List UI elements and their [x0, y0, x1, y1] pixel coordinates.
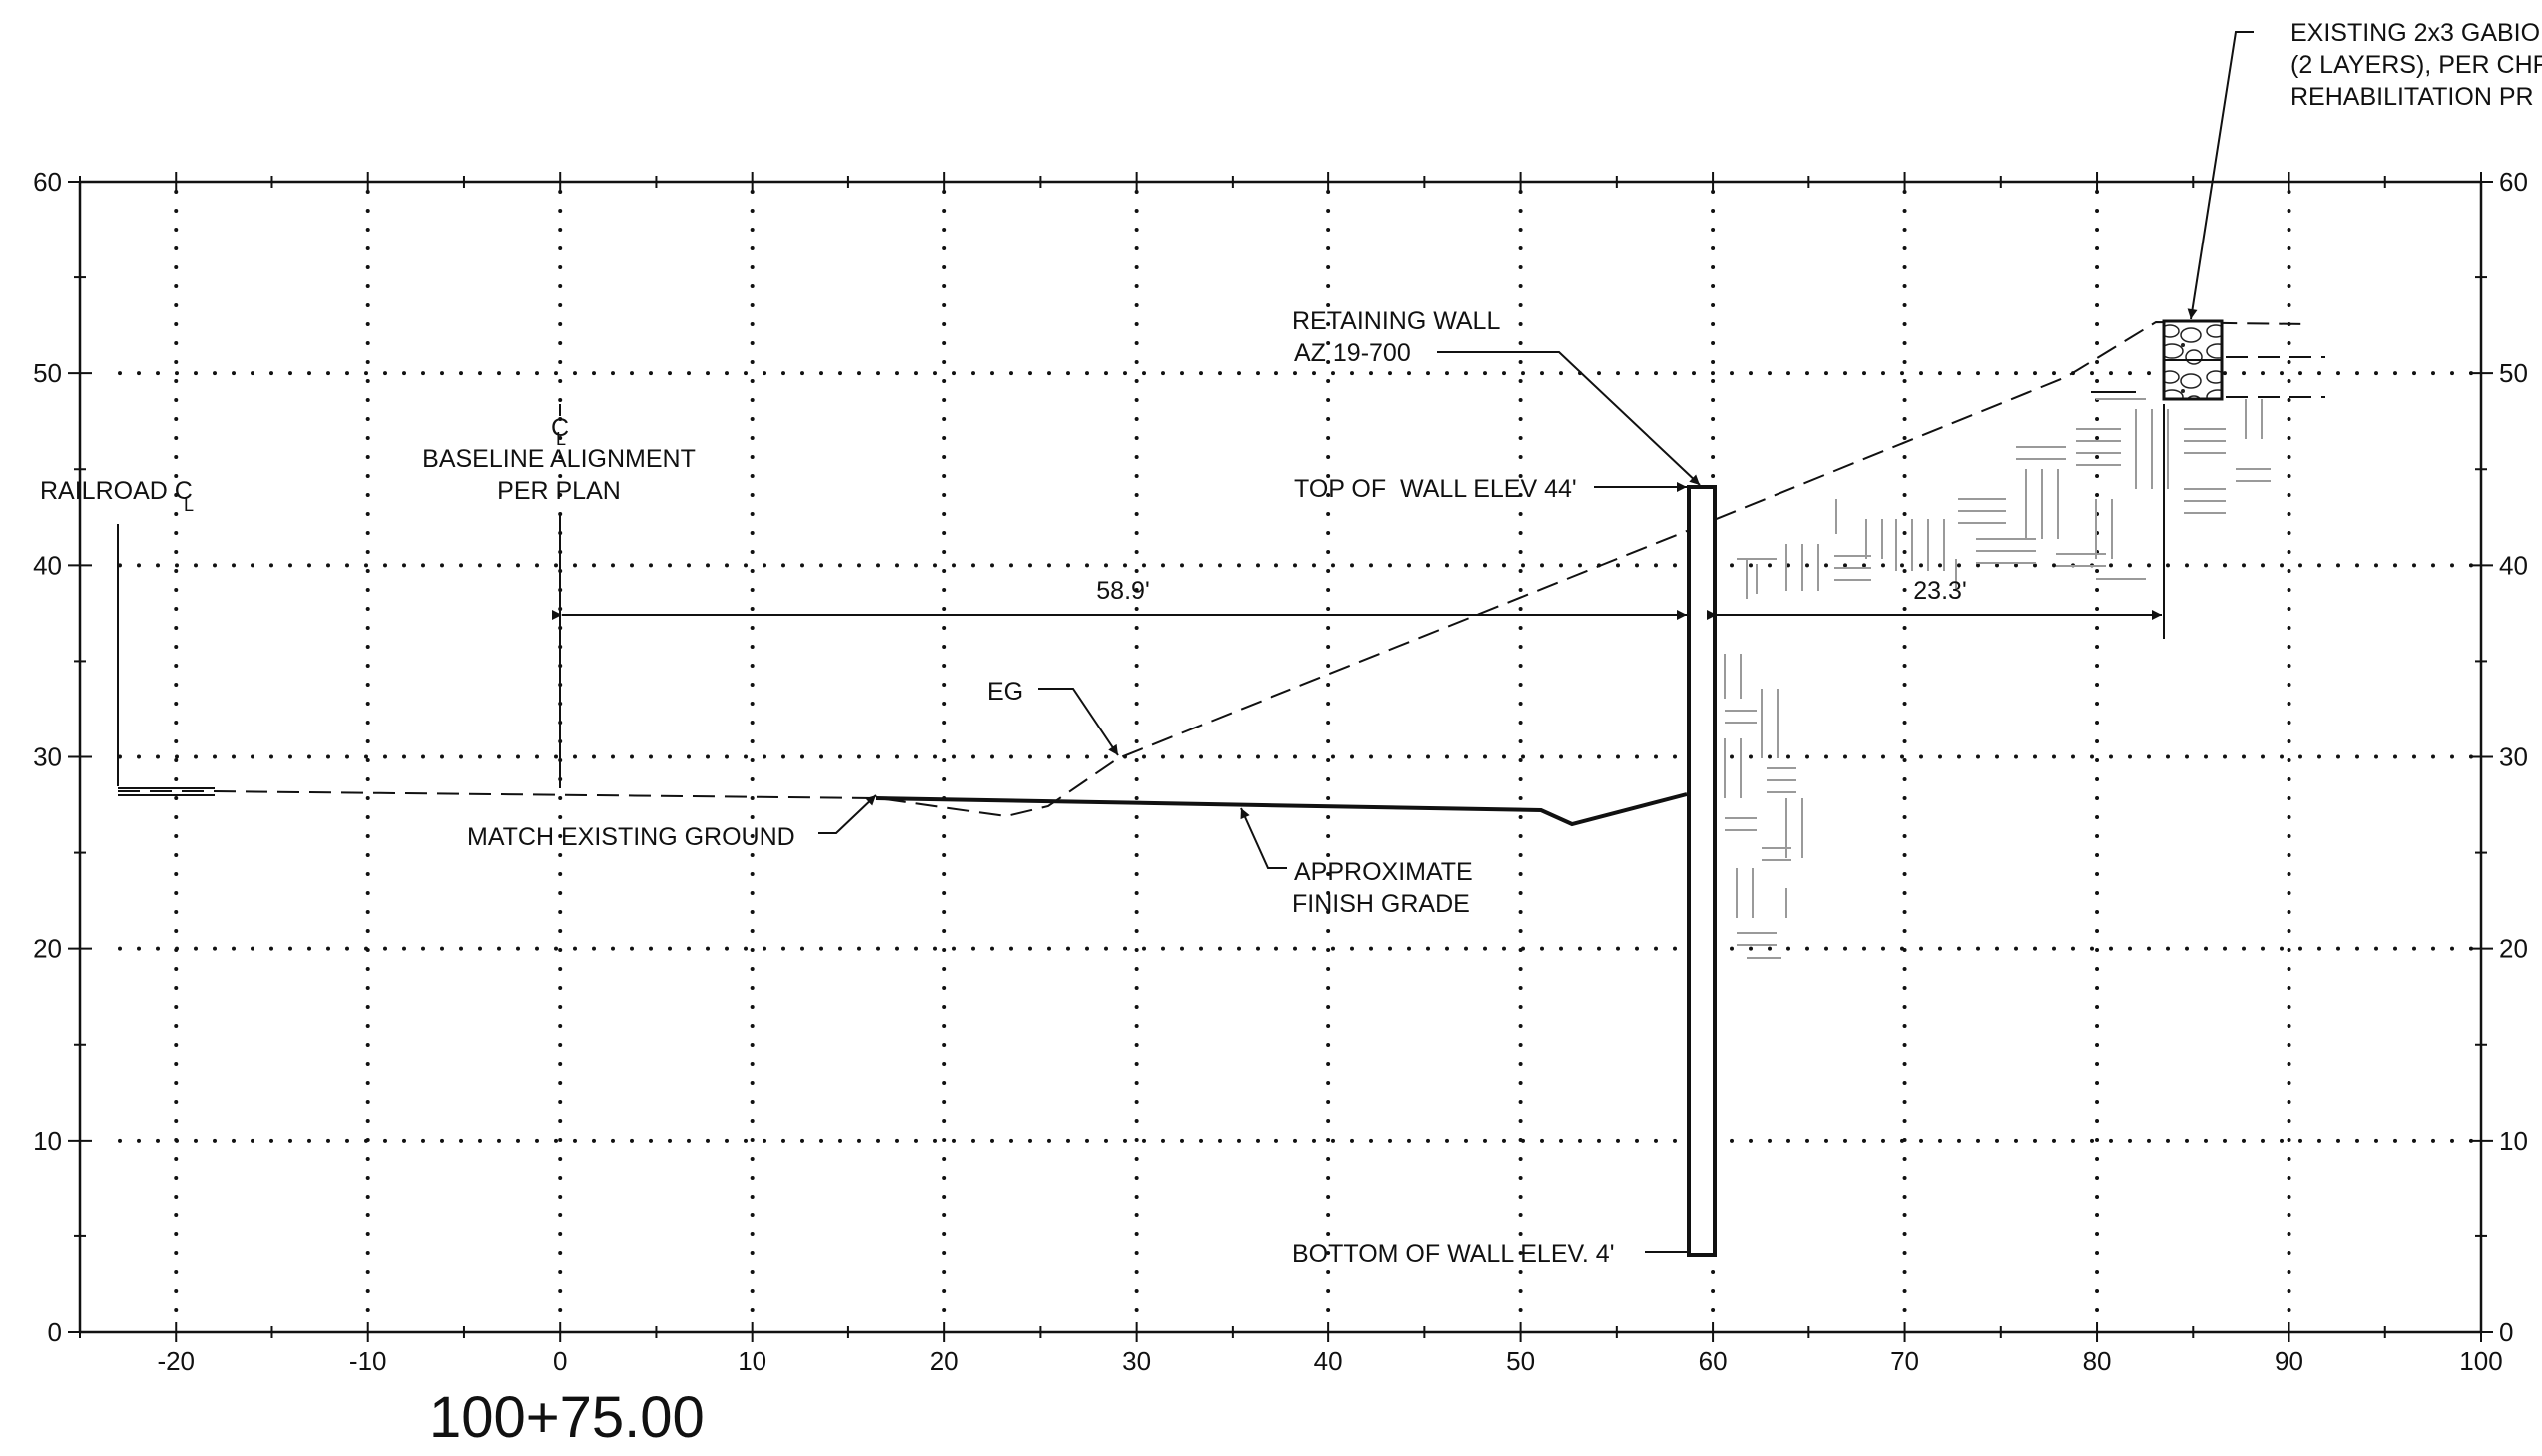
station-label: 100+75.00	[429, 1385, 705, 1450]
bottom-of-wall-label: BOTTOM OF WALL ELEV. 4'	[1292, 1240, 1614, 1268]
leader-lines	[818, 31, 2254, 1253]
dimension-right-label: 23.3'	[1913, 577, 1966, 605]
x-tick-label: 90	[2275, 1346, 2303, 1376]
x-tick-label: -20	[157, 1346, 195, 1376]
y-tick-label-left: 30	[33, 742, 62, 772]
y-tick-label-left: 40	[33, 550, 62, 580]
axis-tick-marks	[68, 172, 2493, 1342]
retaining-wall	[1687, 485, 1717, 1257]
railroad-cl-subscript: L	[184, 495, 194, 515]
eg-label: EG	[987, 678, 1023, 706]
gabion-note-line1: EXISTING 2x3 GABIO	[2290, 19, 2540, 47]
y-tick-label-left: 20	[33, 934, 62, 964]
existing-ground-line	[118, 320, 2306, 818]
dimension-left-label: 58.9'	[1096, 577, 1149, 605]
top-of-wall-label: TOP OF WALL ELEV 44'	[1294, 475, 1577, 503]
x-tick-label: 0	[553, 1346, 567, 1376]
y-tick-label-left: 60	[33, 167, 62, 197]
gabion-note-line2: (2 LAYERS), PER CHR	[2290, 51, 2542, 79]
y-tick-label-left: 50	[33, 358, 62, 388]
retaining-wall-label-line2: AZ 19-700	[1294, 339, 1411, 367]
retaining-wall-label-line1: RETAINING WALL	[1292, 307, 1500, 335]
x-tick-label: 80	[2083, 1346, 2112, 1376]
y-tick-label-right: 60	[2499, 167, 2528, 197]
y-tick-label-right: 10	[2499, 1126, 2528, 1156]
x-tick-label: -10	[349, 1346, 387, 1376]
x-tick-label: 100	[2459, 1346, 2502, 1376]
x-tick-label: 40	[1314, 1346, 1343, 1376]
y-tick-label-right: 50	[2499, 358, 2528, 388]
y-tick-label-right: 20	[2499, 934, 2528, 964]
gabion-note-line3: REHABILITATION PR	[2290, 83, 2534, 111]
y-tick-label-left: 0	[48, 1317, 62, 1347]
finish-grade-label-line1: APPROXIMATE	[1294, 858, 1473, 886]
baseline-label-line2: PER PLAN	[497, 477, 621, 505]
axis-tick-labels: -20 -10 0 10 20 30 40 50 60 70 80 90 100010203040506…	[33, 167, 2528, 1376]
x-tick-label: 20	[930, 1346, 959, 1376]
match-existing-ground-label: MATCH EXISTING GROUND	[467, 823, 795, 851]
y-tick-label-right: 40	[2499, 550, 2528, 580]
y-tick-label-right: 30	[2499, 742, 2528, 772]
finish-grade-line	[875, 792, 1688, 827]
x-tick-label: 70	[1890, 1346, 1919, 1376]
hatch-region-lower	[1724, 559, 1803, 959]
x-tick-label: 50	[1506, 1346, 1535, 1376]
x-tick-label: 30	[1122, 1346, 1151, 1376]
plot-frame	[78, 180, 2483, 1334]
railroad-cl-label: RAILROAD C	[40, 477, 193, 505]
baseline-cl-symbol: C	[551, 414, 569, 442]
hatch-region-upper	[1737, 398, 2271, 594]
x-tick-label: 10	[738, 1346, 766, 1376]
y-tick-label-left: 10	[33, 1126, 62, 1156]
x-tick-label: 60	[1699, 1346, 1728, 1376]
baseline-label-line1: BASELINE ALIGNMENT	[422, 445, 696, 473]
y-tick-label-right: 0	[2499, 1317, 2513, 1347]
baseline-cl-subscript: L	[556, 429, 566, 449]
finish-grade-label-line2: FINISH GRADE	[1292, 890, 1470, 918]
